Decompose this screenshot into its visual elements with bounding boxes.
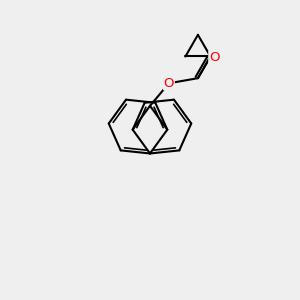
Text: O: O (164, 77, 174, 90)
Text: O: O (209, 51, 219, 64)
